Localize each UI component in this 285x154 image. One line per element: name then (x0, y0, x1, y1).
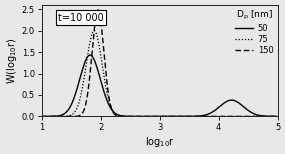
75 (246, 116, 249, 117)
75 (271, 116, 275, 117)
75 (276, 116, 279, 117)
75 (92, 30, 96, 32)
150 (81, 112, 84, 114)
50 (141, 116, 144, 117)
75 (131, 116, 134, 117)
Line: 150: 150 (42, 10, 278, 116)
50 (40, 116, 43, 117)
150 (40, 116, 43, 117)
150 (67, 116, 70, 117)
X-axis label: log$_{10}$r: log$_{10}$r (144, 135, 175, 149)
50 (81, 68, 84, 70)
50 (156, 116, 159, 117)
150 (246, 116, 249, 117)
150 (131, 116, 134, 117)
50 (67, 108, 70, 110)
50 (131, 116, 134, 117)
Line: 75: 75 (42, 31, 278, 116)
50 (276, 116, 279, 117)
Legend: 50, 75, 150: 50, 75, 150 (233, 7, 275, 57)
75 (81, 86, 84, 88)
75 (67, 115, 70, 117)
Text: t=10 000: t=10 000 (58, 13, 104, 23)
150 (141, 116, 144, 117)
50 (88, 54, 92, 56)
150 (96, 9, 100, 11)
150 (271, 116, 275, 117)
75 (141, 116, 144, 117)
Line: 50: 50 (42, 55, 278, 116)
75 (40, 116, 43, 117)
50 (271, 116, 275, 117)
50 (246, 109, 249, 111)
Y-axis label: W(log$_{10}$r): W(log$_{10}$r) (5, 37, 19, 84)
150 (276, 116, 279, 117)
